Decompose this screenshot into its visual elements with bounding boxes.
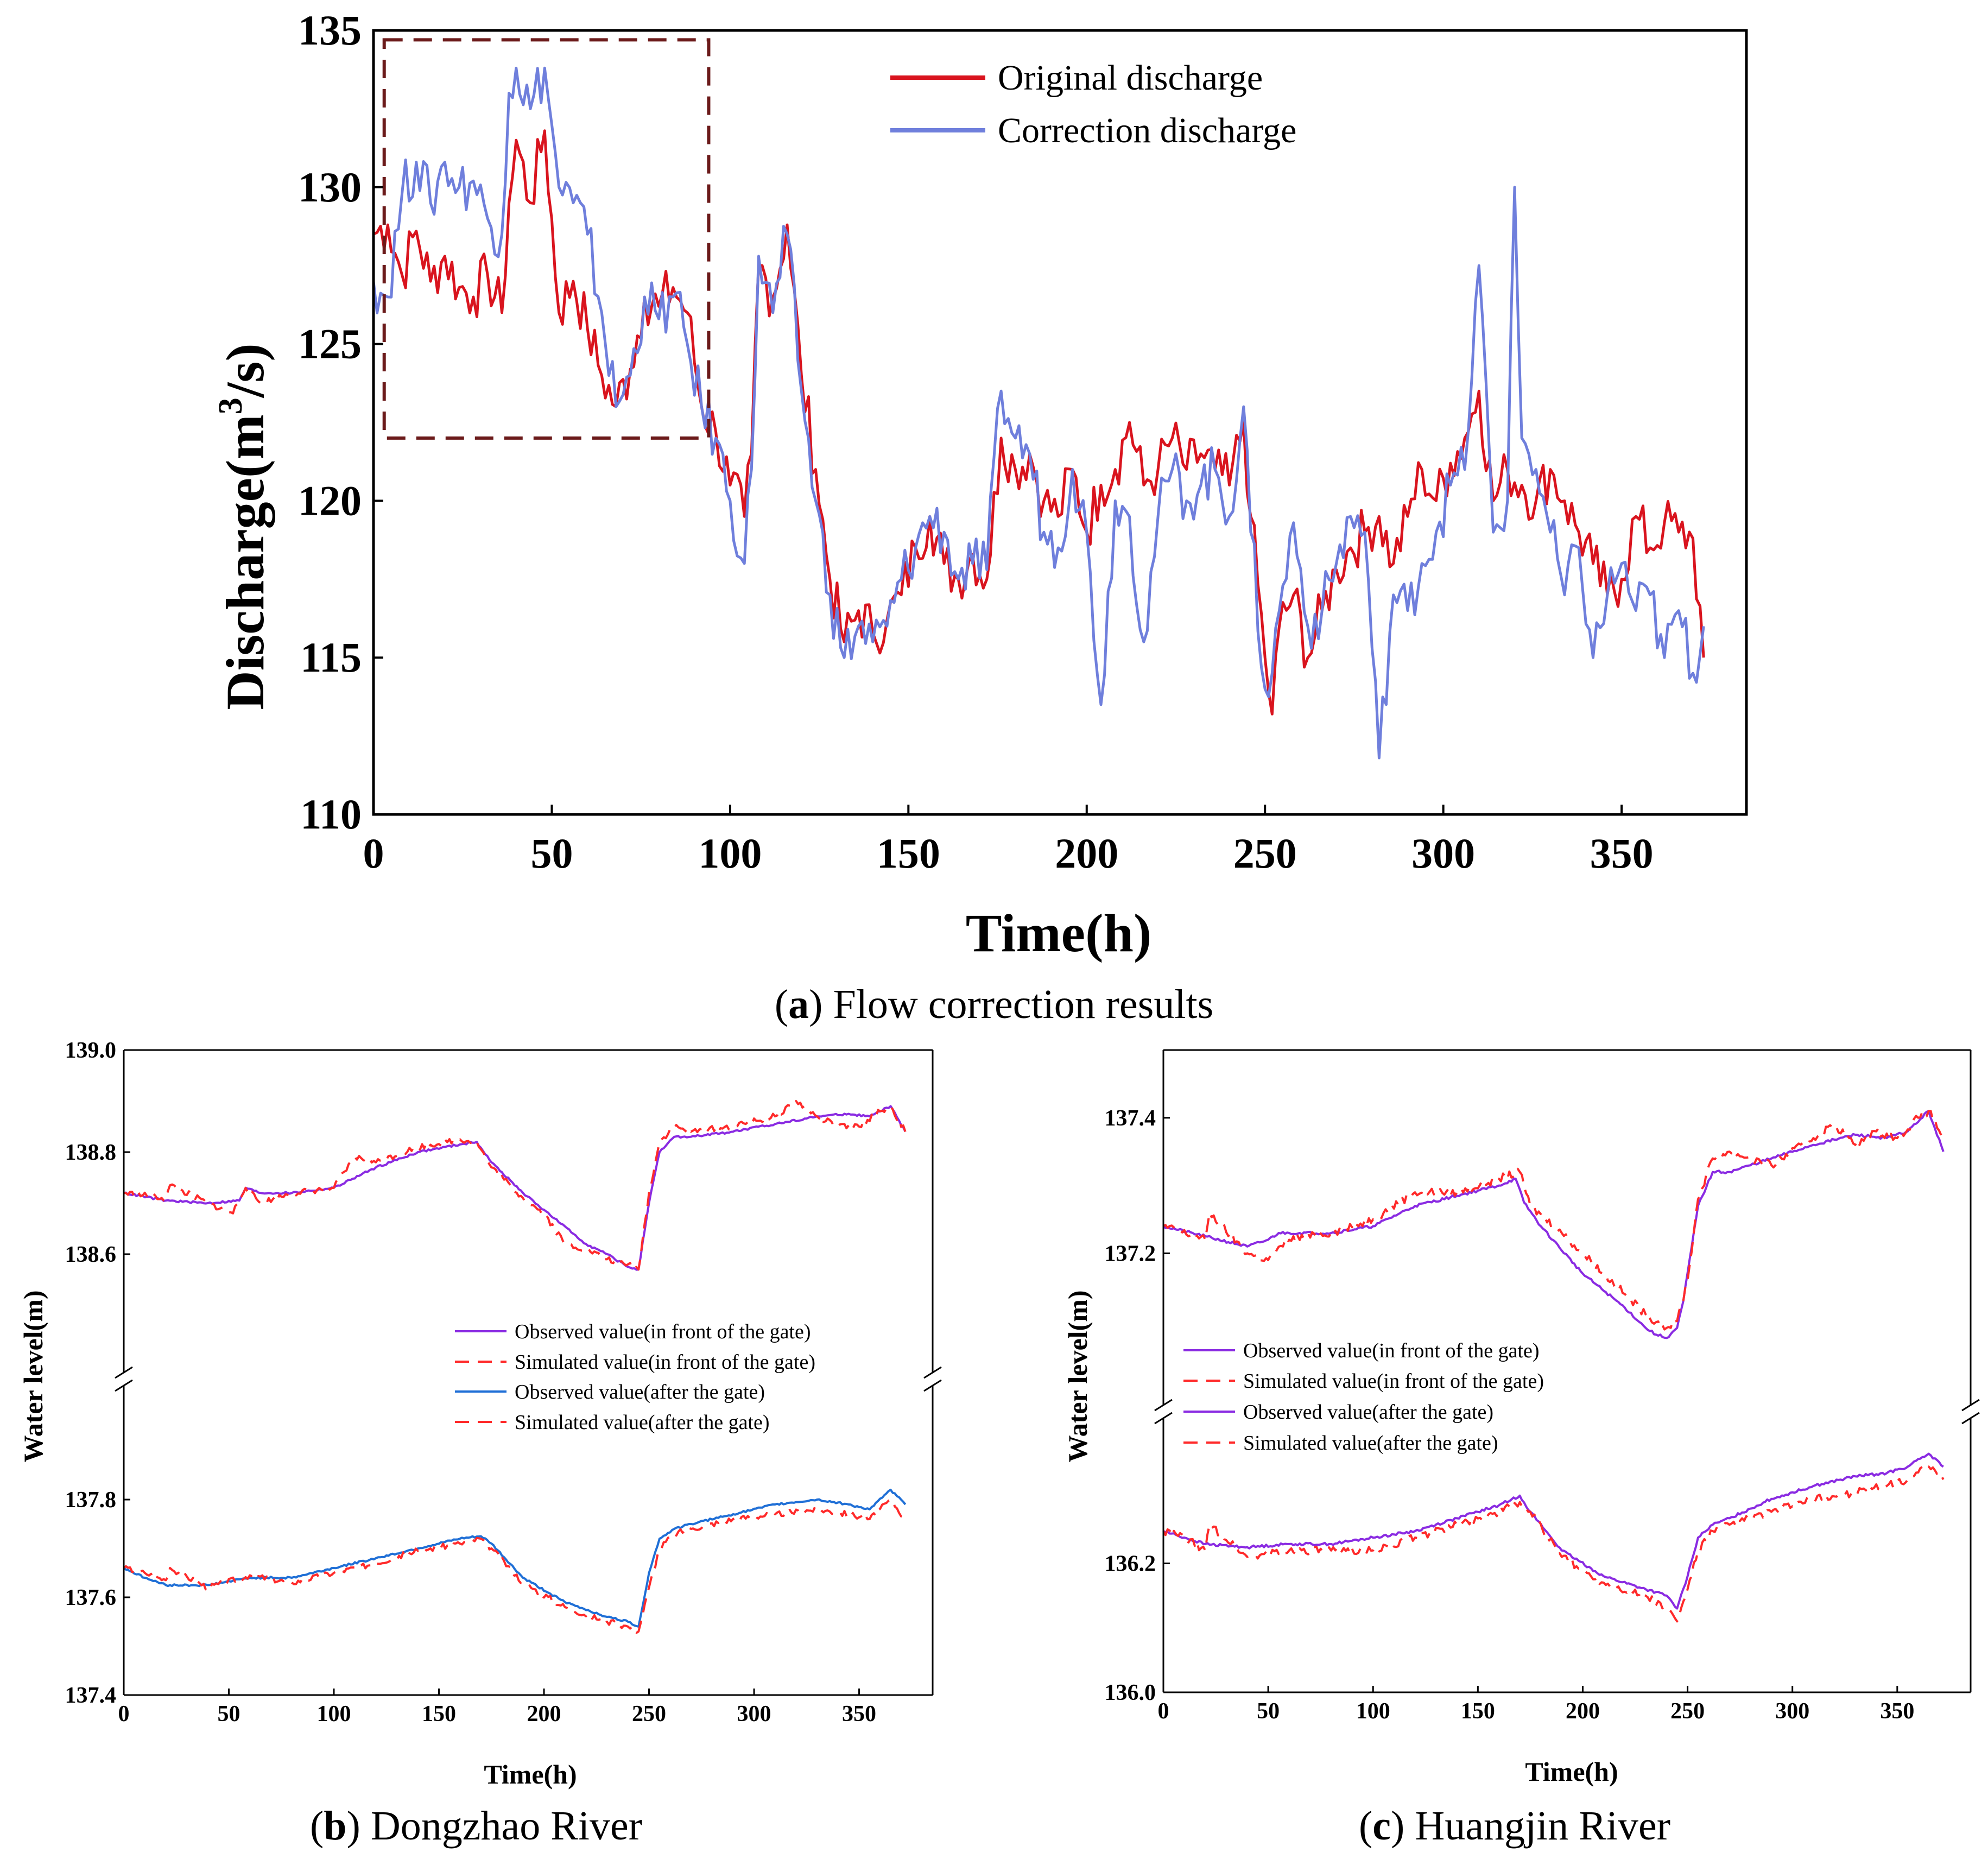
chart-b-axis-break-mark bbox=[115, 1366, 133, 1379]
chart-flow-correction: 0 50 100 150 200 250 300 350110115120125130135 … bbox=[212, 7, 1748, 963]
chart-c-x-tick-label: 0 bbox=[1158, 1699, 1169, 1724]
chart-a-x-axis-label: Time(h) bbox=[966, 903, 1152, 963]
chart-c-y-tick-label: 137.2 bbox=[1105, 1241, 1156, 1266]
chart-a-x-tick-label: 150 bbox=[877, 830, 940, 877]
chart-b-y-axis-label: Water level(m) bbox=[18, 1291, 48, 1463]
chart-c-x-tick-label: 300 bbox=[1775, 1699, 1809, 1724]
chart-c-x-tick-label: 150 bbox=[1461, 1699, 1495, 1724]
legend-c-simulated-front: Simulated value(in front of the gate) bbox=[1243, 1370, 1544, 1393]
chart-c-x-tick-label: 100 bbox=[1356, 1699, 1390, 1724]
chart-b-y-tick-label: 138.8 bbox=[65, 1140, 117, 1165]
chart-huangjin-river: 0 50 100 150 200 250 300 350 137.2 137.4 136.0 136.… bbox=[1062, 1049, 1980, 1787]
chart-c-axis-break-mark bbox=[1154, 1412, 1173, 1425]
chart-a-x-tick-label: 300 bbox=[1411, 830, 1475, 877]
legend-label-correction: Correction discharge bbox=[998, 111, 1296, 150]
chart-c-x-tick-label: 50 bbox=[1257, 1699, 1280, 1724]
chart-a-series-line-1 bbox=[372, 66, 1705, 760]
chart-b-y-tick-label: 139.0 bbox=[65, 1038, 117, 1063]
legend-label-original: Original discharge bbox=[998, 58, 1263, 98]
chart-b-axis-break-mark bbox=[115, 1379, 133, 1392]
chart-a-y-tick-label: 115 bbox=[300, 634, 362, 681]
chart-b-x-axis-label: Time(h) bbox=[484, 1759, 577, 1790]
legend-b-observed-after: Observed value(after the gate) bbox=[515, 1381, 765, 1403]
chart-b-x-tick-label: 100 bbox=[317, 1702, 351, 1727]
chart-c-y-axis-label: Water level(m) bbox=[1062, 1291, 1093, 1463]
chart-a-y-tick-label: 135 bbox=[298, 7, 362, 54]
chart-a-x-tick-label: 0 bbox=[363, 830, 384, 877]
caption-a: (a) Flow correction results bbox=[775, 982, 1213, 1027]
chart-a-x-tick-label: 250 bbox=[1233, 830, 1297, 877]
chart-b-axis-break-mark bbox=[923, 1366, 942, 1379]
legend-b-simulated-front: Simulated value(in front of the gate) bbox=[515, 1351, 815, 1374]
chart-c-y-tick-label: 137.4 bbox=[1105, 1106, 1156, 1131]
legend-c-simulated-after: Simulated value(after the gate) bbox=[1243, 1432, 1498, 1455]
chart-a-highlight-box bbox=[382, 38, 711, 440]
chart-a-x-tick-label: 100 bbox=[698, 830, 762, 877]
chart-a-y-tick-label: 125 bbox=[298, 320, 362, 368]
legend-b-simulated-after: Simulated value(after the gate) bbox=[515, 1411, 770, 1434]
chart-a-legend: Original discharge Correction discharge bbox=[890, 58, 1296, 150]
chart-b-x-tick-label: 300 bbox=[737, 1702, 771, 1727]
chart-a-y-tick-label: 110 bbox=[300, 791, 362, 838]
chart-b-y-tick-label: 137.4 bbox=[65, 1683, 117, 1708]
caption-c: (c) Huangjin River bbox=[1359, 1803, 1670, 1849]
chart-b-x-tick-label: 150 bbox=[422, 1702, 456, 1727]
chart-b-series-line-1 bbox=[123, 1100, 907, 1271]
chart-b-x-tick-label: 250 bbox=[632, 1702, 666, 1727]
chart-c-series-line-3 bbox=[1162, 1465, 1945, 1623]
chart-a-plot-frame bbox=[372, 29, 1748, 816]
chart-c-x-tick-label: 250 bbox=[1670, 1699, 1705, 1724]
chart-c-series-line-2 bbox=[1163, 1452, 1944, 1610]
legend-c-observed-front: Observed value(in front of the gate) bbox=[1243, 1339, 1540, 1362]
chart-dongzhao-river: 0 50 100 150 200 250 300 350 138.6 138.8 139.0 137.… bbox=[18, 1038, 942, 1790]
chart-c-series-line-0 bbox=[1162, 1110, 1945, 1339]
chart-b-y-tick-label: 137.6 bbox=[65, 1585, 117, 1610]
chart-b-series-line-0 bbox=[123, 1105, 907, 1271]
chart-c-legend: Observed value(in front of the gate) Sim… bbox=[1183, 1339, 1544, 1455]
chart-c-series-line-1 bbox=[1163, 1110, 1945, 1331]
chart-b-legend: Observed value(in front of the gate) Sim… bbox=[455, 1320, 815, 1434]
chart-a-x-tick-label: 200 bbox=[1055, 830, 1118, 877]
chart-b-series-line-2 bbox=[123, 1489, 907, 1628]
chart-c-axis-break-mark bbox=[1961, 1412, 1980, 1425]
chart-a-y-tick-label: 130 bbox=[298, 163, 362, 211]
chart-c-x-axis-label: Time(h) bbox=[1525, 1756, 1618, 1787]
chart-b-series-line-3 bbox=[123, 1498, 907, 1634]
chart-b-axis-break-mark bbox=[923, 1379, 942, 1392]
chart-c-x-tick-label: 200 bbox=[1566, 1699, 1600, 1724]
chart-b-x-tick-label: 0 bbox=[118, 1702, 130, 1727]
chart-a-series-line-0 bbox=[372, 129, 1705, 716]
chart-c-axis-break-mark bbox=[1961, 1399, 1980, 1412]
chart-b-y-tick-label: 138.6 bbox=[65, 1242, 117, 1267]
legend-c-observed-after: Observed value(after the gate) bbox=[1243, 1401, 1493, 1424]
chart-a-x-tick-label: 350 bbox=[1590, 830, 1654, 877]
chart-b-x-tick-label: 200 bbox=[527, 1702, 561, 1727]
chart-a-y-axis-label: Discharge(m3/s) bbox=[212, 343, 275, 710]
legend-b-observed-front: Observed value(in front of the gate) bbox=[515, 1320, 811, 1343]
chart-b-x-tick-label: 50 bbox=[218, 1702, 240, 1727]
chart-c-axis-break-mark bbox=[1154, 1399, 1173, 1412]
chart-c-y-tick-label: 136.2 bbox=[1105, 1552, 1156, 1577]
chart-b-y-tick-label: 137.8 bbox=[65, 1488, 117, 1513]
chart-b-x-tick-label: 350 bbox=[842, 1702, 876, 1727]
chart-c-x-tick-label: 350 bbox=[1880, 1699, 1914, 1724]
chart-c-y-tick-label: 136.0 bbox=[1105, 1680, 1156, 1705]
chart-a-x-tick-label: 50 bbox=[530, 830, 573, 877]
chart-a-y-tick-label: 120 bbox=[298, 477, 362, 524]
caption-b: (b) Dongzhao River bbox=[310, 1803, 642, 1849]
